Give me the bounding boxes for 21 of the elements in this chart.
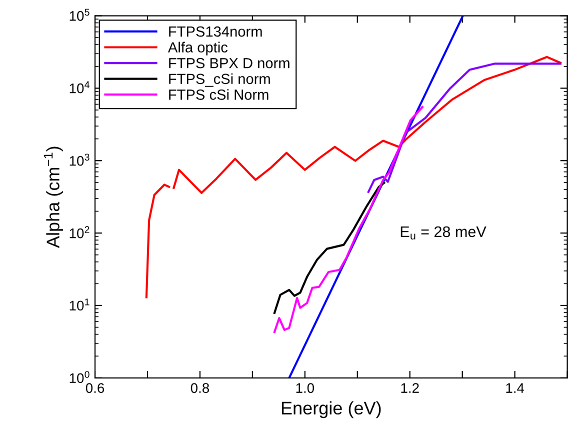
x-axis-title: Energie (eV) bbox=[282, 401, 381, 418]
x-tick-label: 0.6 bbox=[86, 383, 104, 393]
y-tick-label: 10$^{5}$ bbox=[70, 8, 90, 21]
x-tick-label: 1.2 bbox=[401, 383, 419, 393]
x-tick-label: 1.4 bbox=[506, 383, 524, 393]
annotation: E$_{u}$ = 28 meV bbox=[400, 226, 486, 240]
y-tick-label: 10$^{0}$ bbox=[70, 370, 90, 384]
y-tick-label: 10$^{3}$ bbox=[70, 154, 90, 166]
y-tick-label: 10$^{1}$ bbox=[70, 298, 90, 311]
y-tick-label: 10$^{2}$ bbox=[70, 226, 90, 238]
legend-label: FTPS134norm bbox=[169, 26, 262, 37]
legend-label: FTPS BPX D norm bbox=[169, 58, 290, 68]
text: 1.0 bbox=[296, 383, 314, 393]
legend-label: FTPS cSi Norm bbox=[169, 89, 268, 100]
line-series bbox=[367, 62, 562, 193]
y-axis-title: Alpha (cm$^{−1}$) bbox=[44, 146, 64, 248]
x-tick-label: 0.8 bbox=[190, 383, 210, 393]
y-tick-label: 10$^{4}$ bbox=[70, 81, 90, 94]
legend-label: Alfa optic bbox=[168, 42, 228, 56]
line-series bbox=[273, 182, 386, 314]
legend-label: FTPS_cSi norm bbox=[169, 73, 270, 87]
